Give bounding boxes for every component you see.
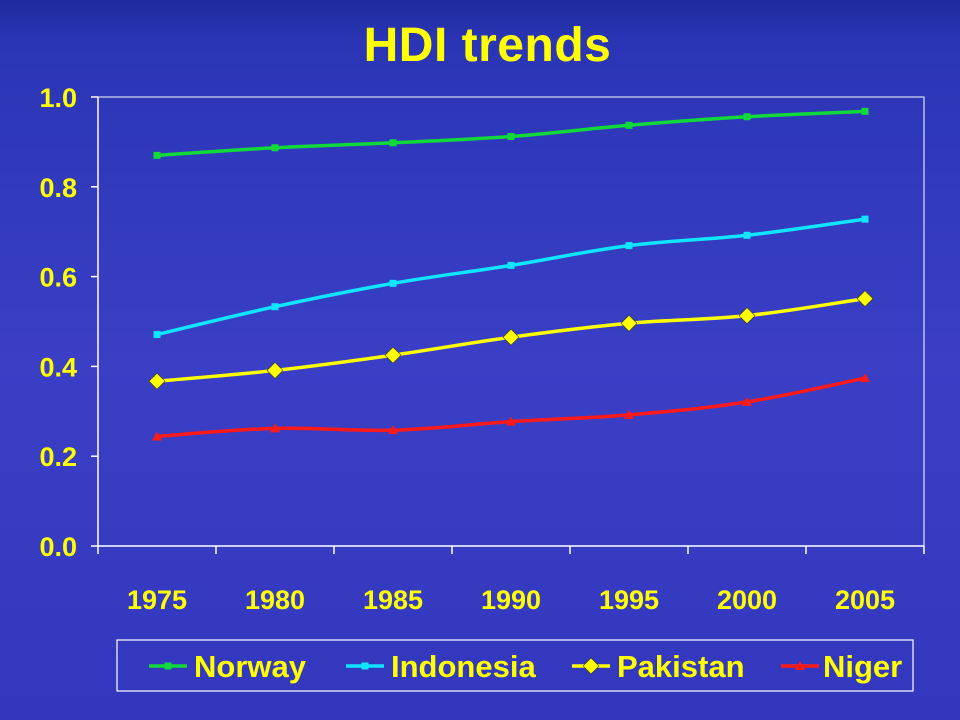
- x-tick-label: 1975: [127, 585, 187, 615]
- y-tick-label: 0.4: [39, 352, 77, 382]
- data-point-norway: [743, 113, 751, 121]
- y-tick-label: 0.0: [39, 532, 77, 562]
- data-point-pakistan: [738, 307, 756, 325]
- data-point-niger: [388, 425, 398, 435]
- chart-axes: [91, 96, 925, 554]
- series-line-niger: [156, 376, 866, 439]
- data-point-pakistan: [384, 346, 402, 364]
- data-point-niger: [270, 423, 280, 433]
- data-point-norway: [861, 107, 869, 115]
- data-point-niger: [860, 373, 870, 383]
- legend-marker-indonesia: [361, 662, 369, 670]
- x-tick-label: 1985: [363, 585, 423, 615]
- x-tick-label: 1995: [599, 585, 659, 615]
- data-point-niger: [742, 396, 752, 406]
- legend-label-pakistan: Pakistan: [617, 649, 745, 684]
- data-point-pakistan: [502, 328, 520, 346]
- y-tick-label: 1.0: [39, 83, 77, 113]
- series-lines: [156, 109, 866, 439]
- x-tick-label: 1980: [245, 585, 305, 615]
- data-point-indonesia: [861, 215, 869, 223]
- data-point-pakistan: [148, 372, 166, 390]
- series-markers: [148, 107, 874, 441]
- legend-marker-norway: [164, 662, 172, 670]
- data-point-indonesia: [625, 242, 633, 250]
- legend-label-niger: Niger: [823, 649, 902, 684]
- data-point-niger: [152, 431, 162, 441]
- chart-title: HDI trends: [363, 19, 612, 72]
- plot-area: [97, 96, 925, 547]
- legend-marker-niger: [795, 661, 805, 670]
- data-point-niger: [624, 409, 634, 419]
- legend-label-indonesia: Indonesia: [391, 649, 536, 684]
- data-point-indonesia: [389, 279, 397, 287]
- data-point-norway: [389, 139, 397, 147]
- legend-marker-pakistan: [582, 657, 600, 675]
- data-point-pakistan: [266, 362, 284, 379]
- data-point-norway: [271, 144, 279, 152]
- data-point-norway: [507, 133, 515, 141]
- x-tick-label: 1990: [481, 585, 541, 615]
- legend-label-norway: Norway: [194, 649, 307, 684]
- series-line-indonesia: [156, 217, 866, 337]
- y-tick-label: 0.2: [39, 442, 77, 472]
- x-tick-label: 2000: [717, 585, 777, 615]
- legend-box: [116, 639, 914, 692]
- data-point-pakistan: [856, 290, 874, 308]
- data-point-indonesia: [743, 231, 751, 239]
- data-point-pakistan: [620, 314, 638, 332]
- tick-labels: 0.0 0.2 0.4 0.6 0.8 1.0 1975 1980 1985 1990 1995 20…: [39, 83, 895, 615]
- data-point-indonesia: [271, 303, 279, 311]
- y-tick-label: 0.8: [39, 173, 77, 203]
- data-point-indonesia: [507, 261, 515, 269]
- legend: Norway Indonesia Pakistan Niger: [116, 639, 914, 692]
- x-tick-label: 2005: [835, 585, 895, 615]
- data-point-niger: [506, 416, 516, 426]
- data-point-indonesia: [153, 331, 161, 339]
- data-point-norway: [625, 121, 633, 129]
- data-point-norway: [153, 151, 161, 159]
- y-tick-label: 0.6: [39, 263, 77, 293]
